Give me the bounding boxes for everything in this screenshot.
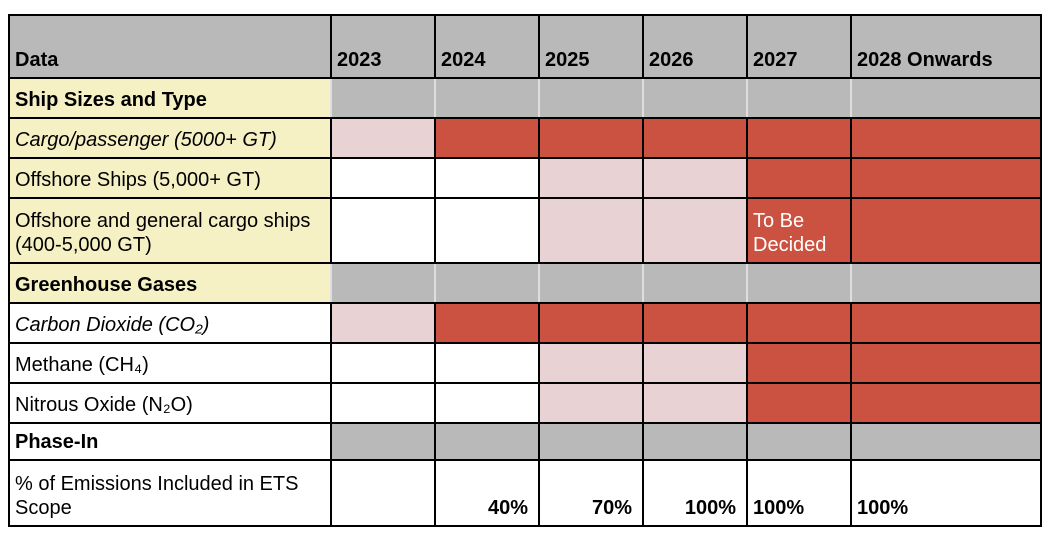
cell-2026 [642,197,748,264]
cell-2026 [642,117,748,159]
row-label: Phase-In [8,422,332,461]
cell-2027 [746,302,852,344]
cell-2025 [538,422,644,461]
cell-2023 [330,197,436,264]
row-label: Greenhouse Gases [8,262,332,304]
cell-2027 [746,157,852,199]
column-header-2026: 2026 [642,14,748,79]
table-row: Nitrous Oxide (N₂O) [8,382,1042,424]
table-row: Offshore and general cargo ships (400-5,… [8,197,1042,264]
cell-2025 [538,197,644,264]
cell-2027 [746,342,852,384]
table-row: Carbon Dioxide (CO₂) [8,302,1042,344]
cell-2028-onwards [850,117,1042,159]
row-label: % of Emissions Included in ETS Scope [8,459,332,527]
cell-2025 [538,302,644,344]
table-row: Offshore Ships (5,000+ GT) [8,157,1042,199]
cell-2027 [746,382,852,424]
cell-2028-onwards [850,382,1042,424]
cell-2027 [746,262,852,304]
cell-2023 [330,302,436,344]
cell-2026: 100% [642,459,748,527]
table-row: % of Emissions Included in ETS Scope 40% 7… [8,459,1042,527]
cell-2027 [746,117,852,159]
table-wrapper: Data 2023 2024 2025 2026 2027 2028 Onwards Shi… [8,14,1042,527]
cell-2026 [642,302,748,344]
cell-2023 [330,77,436,119]
column-header-2028-onwards: 2028 Onwards [850,14,1042,79]
cell-2024 [434,422,540,461]
cell-2025 [538,157,644,199]
table-row: Greenhouse Gases [8,262,1042,304]
cell-2023 [330,382,436,424]
cell-2023 [330,157,436,199]
ets-phase-in-table: Data 2023 2024 2025 2026 2027 2028 Onwards Shi… [8,14,1042,527]
cell-2025 [538,342,644,384]
column-header-2023: 2023 [330,14,436,79]
row-label: Offshore and general cargo ships (400-5,… [8,197,332,264]
cell-2028-onwards [850,422,1042,461]
cell-2027: 100% [746,459,852,527]
cell-2027 [746,77,852,119]
table-row: Cargo/passenger (5000+ GT) [8,117,1042,159]
column-header-2024: 2024 [434,14,540,79]
cell-2026 [642,262,748,304]
column-header-data: Data [8,14,332,79]
cell-2028-onwards [850,302,1042,344]
cell-2024 [434,117,540,159]
cell-2023 [330,117,436,159]
cell-2023 [330,422,436,461]
cell-2025 [538,117,644,159]
row-label: Carbon Dioxide (CO₂) [8,302,332,344]
cell-2026 [642,77,748,119]
table-row: Ship Sizes and Type [8,77,1042,119]
cell-2026 [642,342,748,384]
row-label: Methane (CH₄) [8,342,332,384]
cell-2028-onwards [850,197,1042,264]
cell-2028-onwards [850,157,1042,199]
cell-2028-onwards: 100% [850,459,1042,527]
cell-2027: To Be Decided [746,197,852,264]
cell-2023 [330,459,436,527]
row-label: Ship Sizes and Type [8,77,332,119]
cell-2025 [538,77,644,119]
cell-2025 [538,262,644,304]
cell-2023 [330,342,436,384]
table-body: Ship Sizes and Type Cargo/passenger (5000… [8,77,1042,527]
cell-2028-onwards [850,262,1042,304]
cell-2026 [642,422,748,461]
cell-2026 [642,382,748,424]
row-label: Nitrous Oxide (N₂O) [8,382,332,424]
cell-2024 [434,302,540,344]
cell-2028-onwards [850,77,1042,119]
row-label: Cargo/passenger (5000+ GT) [8,117,332,159]
cell-2024 [434,157,540,199]
cell-2028-onwards [850,342,1042,384]
column-header-2027: 2027 [746,14,852,79]
cell-2024 [434,342,540,384]
cell-2025 [538,382,644,424]
cell-2023 [330,262,436,304]
column-header-2025: 2025 [538,14,644,79]
cell-2025: 70% [538,459,644,527]
row-label: Offshore Ships (5,000+ GT) [8,157,332,199]
table-row: Methane (CH₄) [8,342,1042,384]
cell-2026 [642,157,748,199]
cell-2024 [434,262,540,304]
cell-2024 [434,382,540,424]
cell-2024 [434,77,540,119]
cell-2024: 40% [434,459,540,527]
table-row: Phase-In [8,422,1042,461]
cell-2027 [746,422,852,461]
cell-2024 [434,197,540,264]
header-row: Data 2023 2024 2025 2026 2027 2028 Onwards [8,14,1042,79]
table-header: Data 2023 2024 2025 2026 2027 2028 Onwards [8,14,1042,79]
